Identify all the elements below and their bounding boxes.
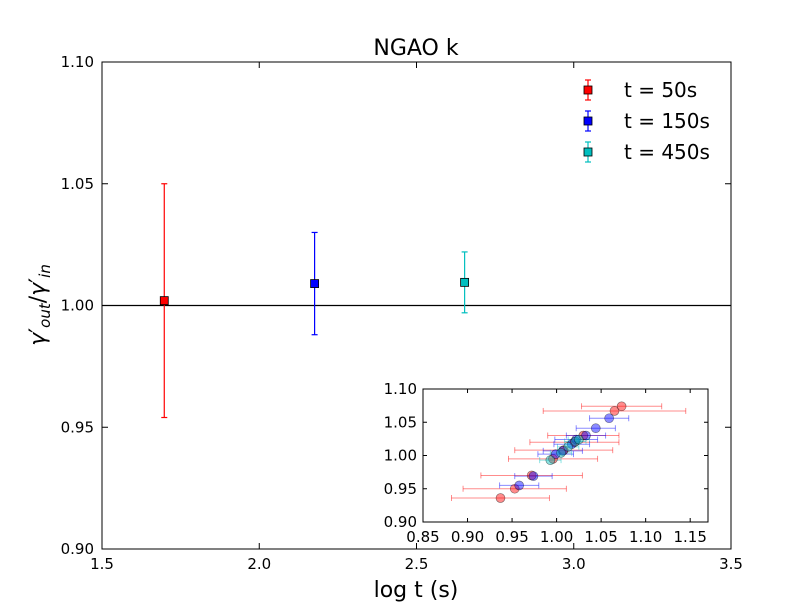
main-y-tick-label: 1.05 bbox=[61, 175, 94, 193]
inset-data-point bbox=[548, 454, 558, 464]
main-y-tick-label: 0.90 bbox=[61, 540, 94, 558]
inset-data-point bbox=[574, 434, 584, 445]
inset-data-point bbox=[514, 480, 524, 491]
inset-x-tick-label: 0.85 bbox=[406, 528, 439, 546]
inset-x-tick-label: 1.10 bbox=[629, 528, 662, 546]
legend-marker bbox=[583, 116, 593, 126]
inset-data-point bbox=[495, 493, 506, 503]
inset-y-tick-label: 0.95 bbox=[384, 480, 417, 498]
inset-data-point bbox=[616, 401, 627, 412]
inset-data-point bbox=[528, 471, 539, 481]
inset-y-tick-label: 0.90 bbox=[384, 513, 417, 531]
legend: t = 50s t = 150s t = 450s bbox=[583, 78, 710, 164]
data-point bbox=[310, 279, 320, 288]
inset-x-tick-label: 1.00 bbox=[540, 528, 573, 546]
y-label-gamma-out: γ bbox=[26, 332, 51, 346]
inset-frame bbox=[422, 388, 709, 523]
main-y-tick-label: 0.95 bbox=[61, 418, 94, 436]
main-x-tick-label: 2.5 bbox=[405, 555, 429, 573]
main-y-tick-label: 1.00 bbox=[61, 297, 94, 315]
data-point bbox=[460, 277, 470, 287]
y-label-sub-in: in bbox=[36, 264, 54, 278]
legend-marker bbox=[583, 85, 593, 95]
inset-y-tick-label: 1.00 bbox=[384, 447, 417, 465]
legend-label: t = 150s bbox=[624, 109, 710, 133]
inset-data-point bbox=[556, 448, 566, 458]
main-y-tick-label: 1.10 bbox=[61, 53, 94, 71]
main-x-tick-label: 3.0 bbox=[562, 555, 586, 573]
legend-label: t = 450s bbox=[624, 140, 710, 164]
inset-x-tick-label: 0.90 bbox=[451, 528, 484, 546]
main-x-tick-label: 2.0 bbox=[247, 555, 271, 573]
inset-x-tick-label: 1.05 bbox=[584, 528, 617, 546]
y-axis-label: γ′out/γ′in bbox=[26, 264, 54, 346]
y-label-prime-out: ′ bbox=[26, 328, 51, 333]
inset-data-point bbox=[545, 455, 556, 465]
inset-data-point bbox=[590, 423, 601, 434]
inset-y-tick-label: 1.05 bbox=[384, 413, 417, 431]
inset-data-point bbox=[604, 413, 614, 424]
x-axis-label: log t (s) bbox=[374, 578, 459, 603]
inset-plot-area: 0.85 0.90 0.95 1.00 1.05 1.10 1.150.900.951.00… bbox=[384, 380, 709, 546]
main-x-tick-label: 1.5 bbox=[90, 555, 114, 573]
inset-x-tick-label: 1.15 bbox=[673, 528, 706, 546]
inset-x-tick-label: 0.95 bbox=[495, 528, 528, 546]
main-x-tick-label: 3.5 bbox=[719, 555, 743, 573]
legend-marker bbox=[583, 147, 593, 157]
y-label-prime-in: ′ bbox=[26, 278, 51, 283]
data-point bbox=[159, 296, 169, 306]
inset-data-point bbox=[563, 442, 573, 452]
inset-data-point bbox=[609, 406, 620, 416]
y-label-slash: / bbox=[26, 295, 51, 303]
chart-title: NGAO k bbox=[373, 36, 458, 61]
y-label-gamma-in: γ bbox=[26, 282, 51, 296]
y-label-sub-out: out bbox=[36, 302, 54, 328]
legend-label: t = 50s bbox=[624, 78, 697, 102]
inset-y-tick-label: 1.10 bbox=[384, 380, 417, 398]
